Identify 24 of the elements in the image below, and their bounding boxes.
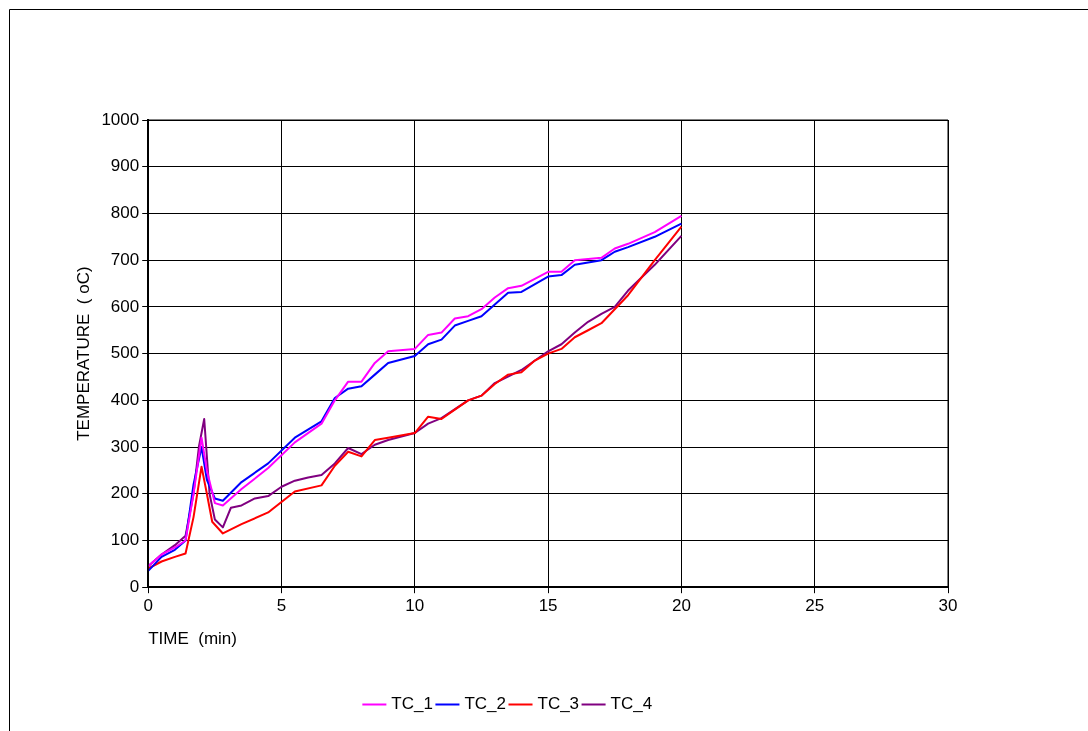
y-tick-label: 0 xyxy=(129,576,140,596)
legend-label: TC_2 xyxy=(464,694,507,714)
x-tick-label: 20 xyxy=(671,596,691,616)
y-tick-label: 900 xyxy=(110,156,140,176)
x-tick-label: 25 xyxy=(805,596,825,616)
y-tick-label: 100 xyxy=(110,530,140,550)
x-tick-label: 30 xyxy=(938,596,958,616)
y-tick-label: 500 xyxy=(110,343,140,363)
legend-label: TC_4 xyxy=(610,694,653,714)
y-tick-label: 300 xyxy=(110,436,140,456)
y-axis-title: TEMPERATURE ( oC) xyxy=(73,266,93,441)
y-tick-label: 700 xyxy=(110,249,140,269)
x-tick-label: 10 xyxy=(405,596,425,616)
y-tick-label: 600 xyxy=(110,296,140,316)
x-tick-label: 5 xyxy=(276,596,287,616)
x-tick-label: 0 xyxy=(143,596,153,616)
y-tick-label: 1000 xyxy=(101,109,140,129)
y-tick-label: 800 xyxy=(110,203,140,223)
legend-label: TC_1 xyxy=(391,694,433,714)
y-tick-label: 200 xyxy=(110,483,140,503)
x-tick-label: 15 xyxy=(538,596,558,616)
x-axis-title: TIME (min) xyxy=(148,629,237,649)
y-tick-label: 400 xyxy=(110,390,140,410)
legend-label: TC_3 xyxy=(537,694,580,714)
